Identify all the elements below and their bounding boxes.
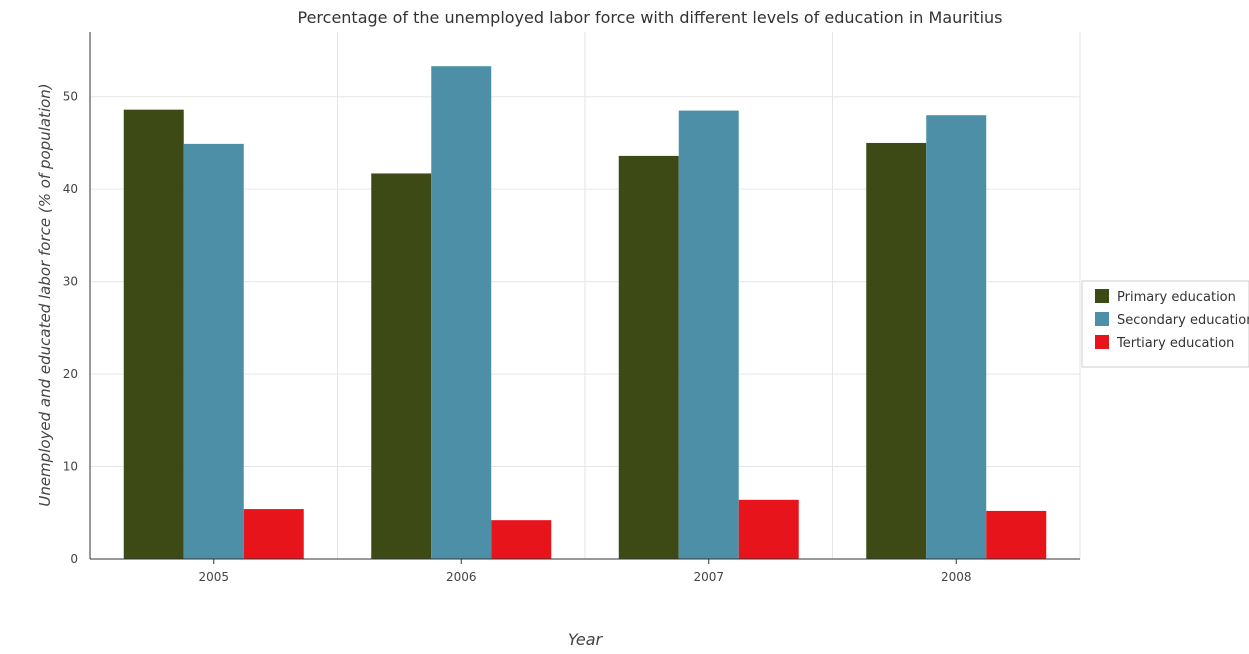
x-tick-label: 2007 xyxy=(693,570,724,584)
x-tick-label: 2006 xyxy=(446,570,477,584)
legend-label: Secondary education xyxy=(1117,313,1249,328)
y-axis-label: Unemployed and educated labor force (% o… xyxy=(36,83,54,506)
axes: 0 10 20 30 40 50 2005 2006 2007 2008 xyxy=(63,32,1080,584)
x-tick-label: 2008 xyxy=(941,570,972,584)
bar xyxy=(618,155,679,559)
bar xyxy=(738,499,799,559)
legend-swatch xyxy=(1095,289,1109,303)
bar xyxy=(491,520,552,559)
chart-title: Percentage of the unemployed labor force… xyxy=(298,8,1003,27)
legend-swatch xyxy=(1095,312,1109,326)
grid xyxy=(89,32,1081,560)
y-tick-label: 40 xyxy=(63,182,78,196)
y-tick-label: 10 xyxy=(63,460,78,474)
bar xyxy=(866,142,927,559)
bar xyxy=(371,173,432,560)
bar xyxy=(678,110,739,560)
y-tick-label: 0 xyxy=(70,552,78,566)
legend-swatch xyxy=(1095,335,1109,349)
x-tick-label: 2005 xyxy=(198,570,229,584)
bar xyxy=(431,66,492,559)
bars xyxy=(123,66,1047,560)
bar xyxy=(123,109,184,560)
bar xyxy=(926,115,987,560)
legend-box xyxy=(1081,280,1249,368)
bar xyxy=(183,143,244,559)
bar xyxy=(243,509,304,559)
y-tick-label: 30 xyxy=(63,275,78,289)
x-axis-label: Year xyxy=(568,630,604,649)
y-tick-label: 50 xyxy=(63,90,78,104)
y-tick-label: 20 xyxy=(63,367,78,381)
bar xyxy=(986,510,1047,559)
legend-label: Tertiary education xyxy=(1116,336,1234,351)
legend: Primary education Secondary education Tert… xyxy=(1081,280,1249,368)
legend-label: Primary education xyxy=(1117,290,1236,305)
